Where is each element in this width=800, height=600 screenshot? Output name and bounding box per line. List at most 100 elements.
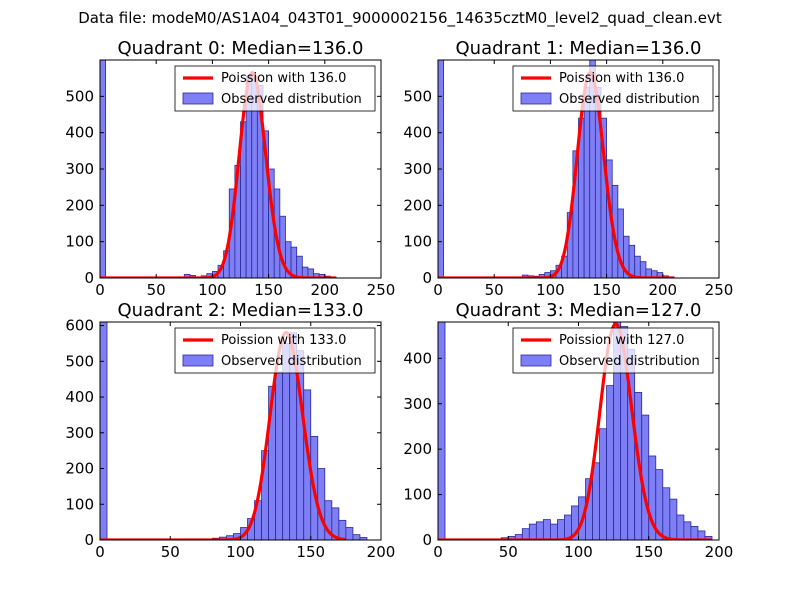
- legend-box: [174, 327, 376, 374]
- x-tick-label: 50: [485, 281, 504, 299]
- y-tick-label: 200: [65, 196, 94, 214]
- y-tick-label: 500: [403, 87, 432, 105]
- panel-2: 0 50 100 150 200 0 100 200 300 400 500 600 Quadrant …: [65, 300, 395, 561]
- x-tick-label: 100: [226, 543, 255, 561]
- legend-label-poisson: Poission with 127.0: [559, 333, 684, 348]
- histogram-bar: [697, 530, 706, 540]
- x-tick-label: 150: [254, 281, 283, 299]
- histogram-bar: [542, 519, 551, 540]
- panel-0: 0 50 100 150 200 250 0 100 200 300 400 500 Quadrant …: [65, 38, 395, 299]
- histogram-bar: [296, 255, 303, 278]
- legend-label-observed: Observed distribution: [221, 354, 362, 369]
- histogram-bar: [352, 534, 361, 540]
- x-tick-label: 0: [433, 281, 443, 299]
- y-tick-label: 300: [65, 160, 94, 178]
- y-tick-label: 600: [65, 317, 94, 335]
- legend-label-poisson: Poission with 136.0: [559, 71, 684, 86]
- y-tick-label: 200: [403, 440, 432, 458]
- legend-label-poisson: Poission with 136.0: [221, 71, 346, 86]
- panel-title: Quadrant 1: Median=136.0: [456, 38, 702, 59]
- histogram-bar: [521, 528, 530, 540]
- y-tick-label: 100: [65, 233, 94, 251]
- x-tick-label: 150: [592, 281, 621, 299]
- legend: Poission with 136.0 Observed distribution: [512, 65, 714, 112]
- histogram-bar: [599, 428, 608, 540]
- legend-label-observed: Observed distribution: [221, 92, 362, 107]
- x-tick-label: 100: [536, 281, 565, 299]
- histogram-bar: [690, 525, 699, 540]
- x-tick-label: 200: [648, 281, 677, 299]
- x-tick-label: 50: [147, 281, 166, 299]
- histogram-bar: [592, 462, 600, 540]
- y-tick-label: 300: [403, 395, 432, 413]
- y-tick-label: 200: [65, 460, 94, 478]
- plot-area: [438, 322, 713, 540]
- histogram-bar: [669, 498, 678, 540]
- y-tick-label: 0: [84, 531, 94, 549]
- y-tick-label: 300: [65, 424, 94, 442]
- legend-bar-swatch: [520, 92, 552, 105]
- x-tick-label: 100: [564, 543, 593, 561]
- legend-bar-swatch: [182, 92, 214, 105]
- x-tick-label: 150: [296, 543, 325, 561]
- y-tick-label: 500: [65, 87, 94, 105]
- histogram-bar: [676, 514, 685, 540]
- y-tick-label: 100: [403, 486, 432, 504]
- x-tick-label: 250: [367, 281, 396, 299]
- histogram-bar: [583, 86, 591, 278]
- legend: Poission with 136.0 Observed distribution: [174, 65, 376, 112]
- y-tick-label: 400: [403, 124, 432, 142]
- y-tick-label: 400: [65, 124, 94, 142]
- y-tick-label: 400: [403, 349, 432, 367]
- y-tick-label: 0: [422, 269, 432, 287]
- x-tick-label: 100: [198, 281, 227, 299]
- y-tick-label: 0: [84, 269, 94, 287]
- x-tick-label: 50: [161, 543, 180, 561]
- histogram-bar: [557, 519, 565, 540]
- legend-bar-swatch: [182, 354, 214, 367]
- panel-1: 0 50 100 150 200 250 0 100 200 300 400 500 Quadrant …: [403, 38, 733, 299]
- x-tick-label: 200: [705, 543, 734, 561]
- panel-title: Quadrant 0: Median=136.0: [118, 38, 364, 59]
- legend: Poission with 127.0 Observed distribution: [512, 327, 714, 374]
- y-tick-label: 0: [422, 531, 432, 549]
- x-tick-label: 200: [310, 281, 339, 299]
- x-tick-label: 0: [95, 281, 105, 299]
- histogram-bar: [438, 322, 446, 540]
- y-tick-label: 400: [65, 388, 94, 406]
- legend-bar-swatch: [520, 354, 552, 367]
- x-tick-label: 150: [634, 543, 663, 561]
- y-tick-label: 100: [65, 495, 94, 513]
- histogram-bar: [634, 255, 641, 278]
- legend-label-observed: Observed distribution: [559, 92, 700, 107]
- x-tick-label: 250: [705, 281, 734, 299]
- histogram-bar: [662, 487, 671, 540]
- histogram-bar: [639, 261, 647, 278]
- x-tick-label: 50: [499, 543, 518, 561]
- y-tick-label: 500: [65, 352, 94, 370]
- figure-suptitle: Data file: modeM0/AS1A04_043T01_90000021…: [78, 9, 722, 27]
- legend-label-observed: Observed distribution: [559, 354, 700, 369]
- poisson-curve: [438, 70, 676, 278]
- histogram-bar: [606, 385, 615, 540]
- poisson-curve: [100, 70, 338, 278]
- poisson-curve: [438, 322, 713, 540]
- legend-box: [174, 65, 376, 112]
- panel-title: Quadrant 3: Median=127.0: [456, 300, 702, 321]
- legend-label-poisson: Poission with 133.0: [221, 333, 346, 348]
- panel-title: Quadrant 2: Median=133.0: [118, 300, 364, 321]
- histogram-bar: [275, 371, 284, 540]
- y-tick-label: 300: [403, 160, 432, 178]
- panel-3: 0 50 100 150 200 0 100 200 300 400 Quadrant 3: Med…: [403, 300, 733, 561]
- histogram-bar: [535, 521, 544, 540]
- histogram-bar: [528, 523, 537, 540]
- histogram-bar: [683, 521, 692, 540]
- legend: Poission with 133.0 Observed distribution: [174, 327, 376, 374]
- x-tick-label: 0: [433, 543, 443, 561]
- histogram-bar: [100, 322, 108, 540]
- histogram-bar: [550, 523, 558, 540]
- histogram-bar: [345, 527, 354, 540]
- y-tick-label: 100: [403, 233, 432, 251]
- plot-area: [100, 322, 368, 540]
